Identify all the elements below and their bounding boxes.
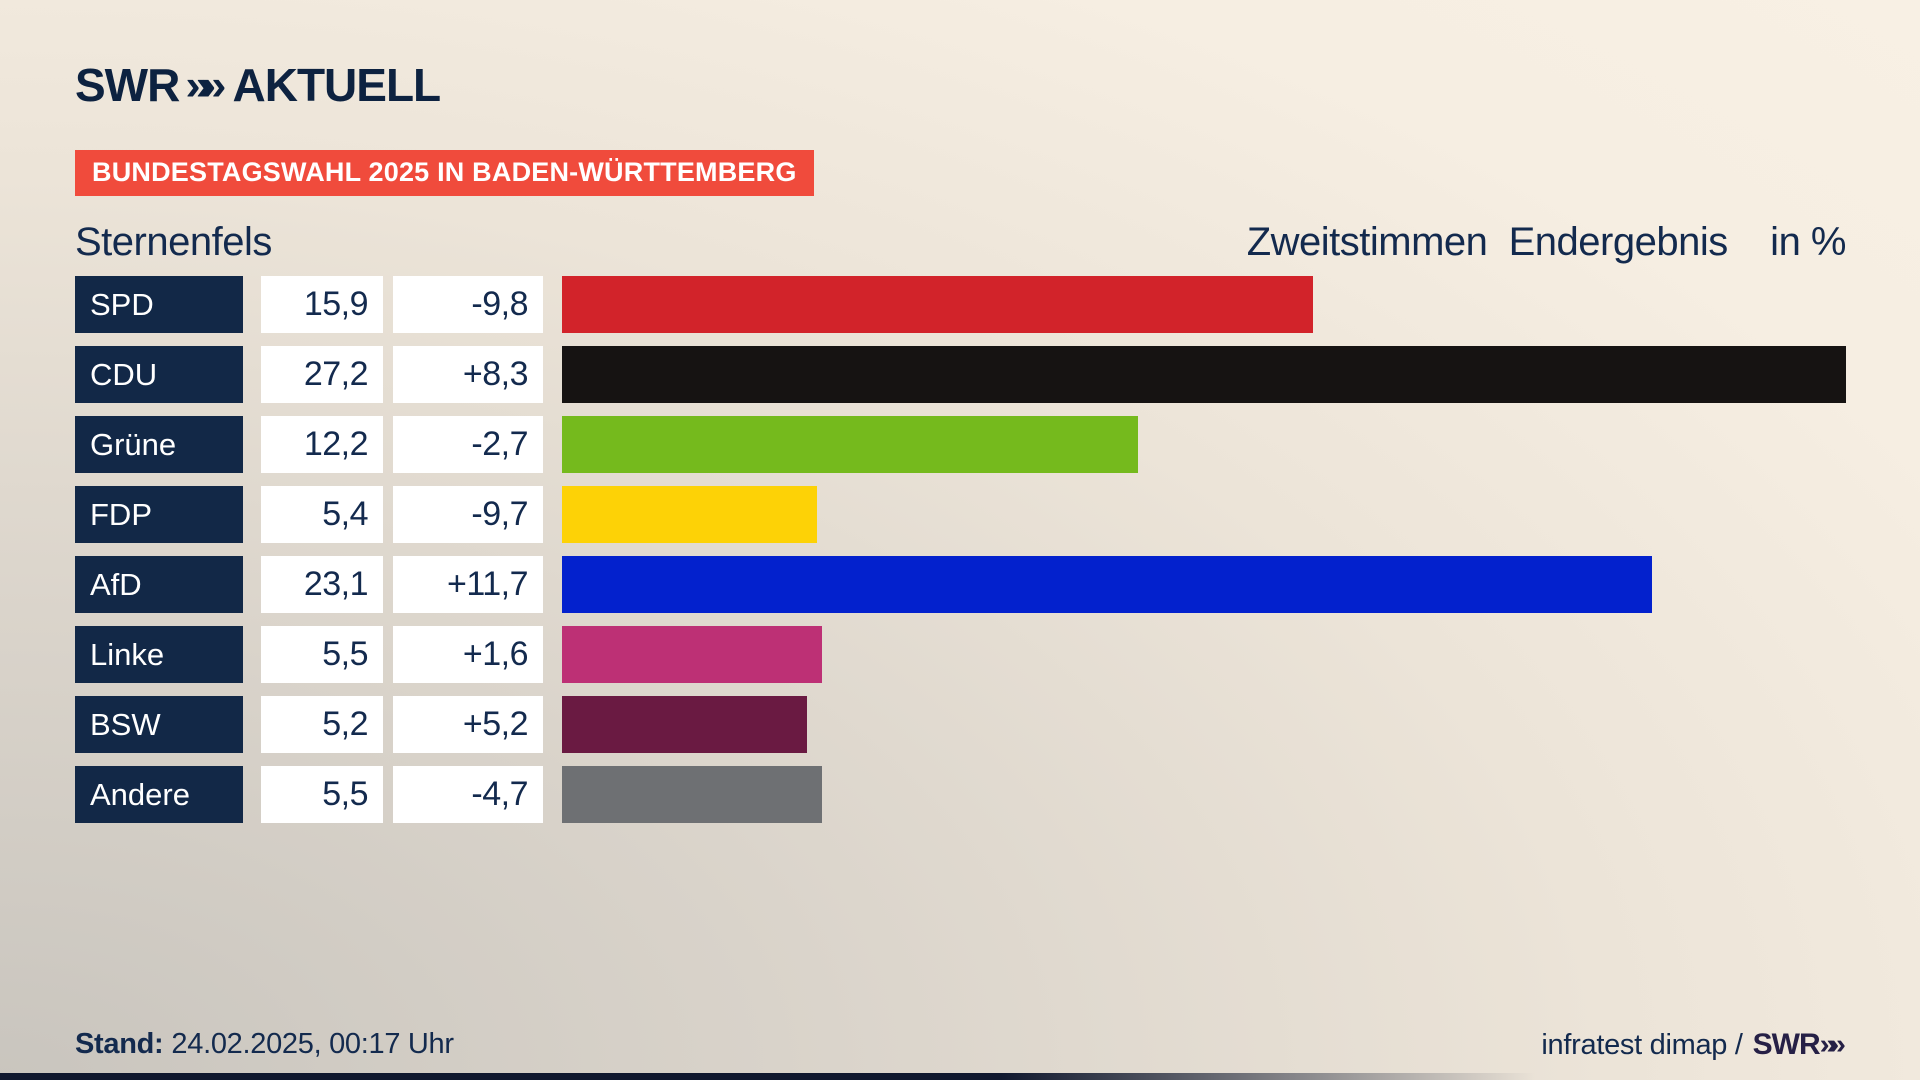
party-value: 5,5: [261, 766, 383, 823]
bar-track: [562, 696, 1846, 753]
table-row: SPD 15,9 -9,8: [75, 276, 1846, 333]
party-delta: +8,3: [393, 346, 543, 403]
bar-track: [562, 556, 1846, 613]
party-value: 5,4: [261, 486, 383, 543]
bar-track: [562, 766, 1846, 823]
result-bar: [562, 766, 822, 823]
table-row: Grüne 12,2 -2,7: [75, 416, 1846, 473]
region-title: Sternenfels: [75, 220, 272, 264]
party-value: 15,9: [261, 276, 383, 333]
party-delta: +5,2: [393, 696, 543, 753]
party-value: 5,2: [261, 696, 383, 753]
table-row: CDU 27,2 +8,3: [75, 346, 1846, 403]
party-delta: -9,8: [393, 276, 543, 333]
party-delta: +11,7: [393, 556, 543, 613]
table-row: BSW 5,2 +5,2: [75, 696, 1846, 753]
stand-value: 24.02.2025, 00:17 Uhr: [171, 1028, 454, 1060]
logo-aktuell-text: AKTUELL: [232, 59, 442, 111]
swr-aktuell-logo: SWR»» AKTUELL: [75, 58, 442, 112]
party-value: 27,2: [261, 346, 383, 403]
timestamp: Stand: 24.02.2025, 00:17 Uhr: [75, 1028, 454, 1061]
result-bar: [562, 556, 1653, 613]
results-chart: SPD 15,9 -9,8 CDU 27,2 +8,3 Grüne 12,2 -2,7 FDP 5,…: [75, 276, 1846, 823]
bar-track: [562, 626, 1846, 683]
result-bar: [562, 346, 1846, 403]
party-label: Grüne: [75, 416, 243, 473]
bottom-edge-strip: [0, 1073, 1920, 1080]
source-credit: infratest dimap / SWR»»: [1541, 1028, 1846, 1062]
table-row: FDP 5,4 -9,7: [75, 486, 1846, 543]
table-row: AfD 23,1 +11,7: [75, 556, 1846, 613]
swr-footer-logo: SWR»»: [1753, 1028, 1846, 1062]
result-bar: [562, 486, 817, 543]
swr-footer-text: SWR: [1752, 1028, 1821, 1061]
party-delta: -2,7: [393, 416, 543, 473]
table-row: Andere 5,5 -4,7: [75, 766, 1846, 823]
party-label: AfD: [75, 556, 243, 613]
party-label: SPD: [75, 276, 243, 333]
election-badge: BUNDESTAGSWAHL 2025 IN BADEN-WÜRTTEMBERG: [75, 150, 814, 196]
party-value: 5,5: [261, 626, 383, 683]
bar-track: [562, 346, 1846, 403]
party-value: 23,1: [261, 556, 383, 613]
bar-track: [562, 416, 1846, 473]
table-row: Linke 5,5 +1,6: [75, 626, 1846, 683]
result-bar: [562, 416, 1138, 473]
result-bar: [562, 276, 1313, 333]
double-chevron-icon: »»: [1819, 1029, 1846, 1060]
party-label: FDP: [75, 486, 243, 543]
result-bar: [562, 696, 808, 753]
party-delta: -9,7: [393, 486, 543, 543]
party-label: Andere: [75, 766, 243, 823]
party-value: 12,2: [261, 416, 383, 473]
result-bar: [562, 626, 822, 683]
bar-track: [562, 276, 1846, 333]
party-label: BSW: [75, 696, 243, 753]
party-label: Linke: [75, 626, 243, 683]
bar-track: [562, 486, 1846, 543]
chart-title: Zweitstimmen Endergebnis in %: [1246, 220, 1847, 264]
source-text: infratest dimap /: [1541, 1028, 1743, 1061]
party-delta: -4,7: [393, 766, 543, 823]
logo-swr-text: SWR: [75, 59, 180, 111]
double-chevron-icon: »»: [185, 61, 226, 109]
party-label: CDU: [75, 346, 243, 403]
stand-label: Stand:: [75, 1028, 164, 1060]
party-delta: +1,6: [393, 626, 543, 683]
